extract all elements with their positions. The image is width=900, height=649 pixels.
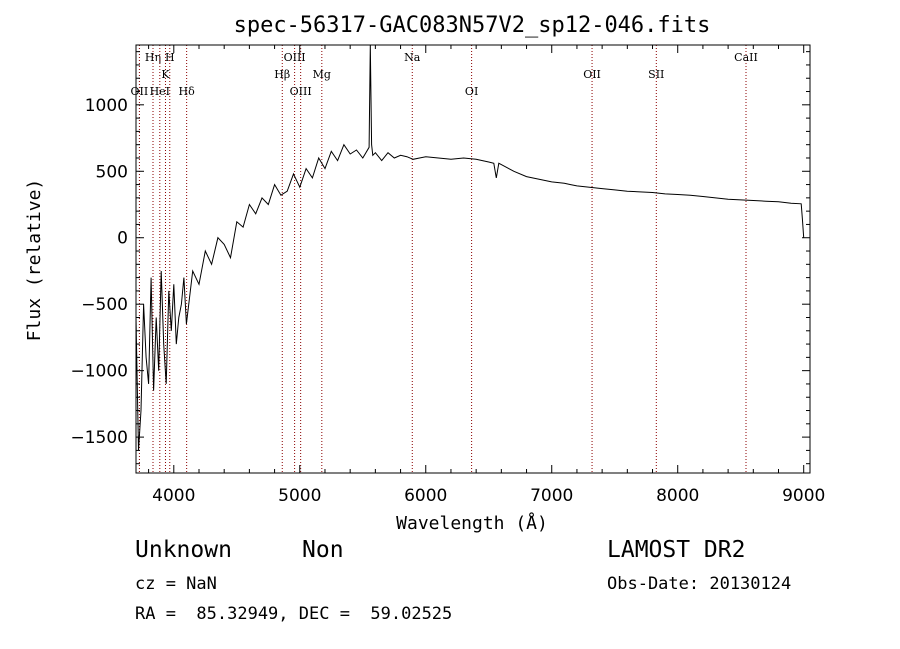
y-tick-label-4: 500: [96, 162, 128, 182]
line-label-10: Na: [404, 51, 421, 64]
x-tick-label-5: 9000: [782, 486, 825, 506]
line-label-8: OIII: [290, 85, 312, 98]
y-tick-label-2: −500: [81, 295, 128, 315]
line-label-2: HeI: [150, 85, 170, 98]
object-subclass: Non: [302, 537, 344, 563]
x-tick-label-3: 7000: [530, 486, 573, 506]
x-tick-label-4: 8000: [656, 486, 699, 506]
line-label-7: OIII: [284, 51, 306, 64]
line-label-12: OII: [583, 68, 601, 81]
x-tick-label-0: 4000: [152, 486, 195, 506]
redshift: cz = NaN: [135, 574, 217, 594]
line-label-14: CaII: [734, 51, 758, 64]
line-label-13: SII: [648, 68, 664, 81]
coordinates: RA = 85.32949, DEC = 59.02525: [135, 604, 453, 624]
line-label-11: OI: [465, 85, 478, 98]
spectrum-series: [135, 44, 805, 451]
x-tick-label-2: 6000: [404, 486, 447, 506]
line-label-6: Hβ: [274, 68, 290, 81]
object-class: Unknown: [135, 537, 232, 563]
line-label-4: H: [165, 51, 175, 64]
y-tick-label-5: 1000: [85, 96, 128, 116]
survey-name: LAMOST DR2: [607, 537, 746, 563]
y-tick-label-0: −1500: [70, 428, 128, 448]
x-tick-label-1: 5000: [278, 486, 321, 506]
line-label-5: Hδ: [179, 85, 196, 98]
line-label-3: K: [161, 68, 170, 81]
y-axis-ticks: −1500 −1000 −500 0 500 1000: [70, 51, 810, 465]
line-label-9: Mg: [313, 68, 331, 81]
chart-title: spec-56317-GAC083N57V2_sp12-046.fits: [234, 13, 711, 38]
obs-date: Obs-Date: 20130124: [607, 574, 792, 594]
plot-frame: [135, 44, 811, 474]
line-label-1: Hη: [145, 51, 161, 64]
y-axis-label: Flux (relative): [24, 179, 45, 342]
series-line-0: [135, 44, 805, 451]
y-tick-label-1: −1000: [70, 362, 128, 382]
y-tick-label-3: 0: [117, 229, 128, 249]
spectrum-chart: spec-56317-GAC083N57V2_sp12-046.fits OII…: [24, 13, 825, 534]
x-axis-ticks: 4000 5000 6000 7000 8000 9000: [148, 45, 825, 506]
x-axis-label: Wavelength (Å): [396, 512, 548, 534]
